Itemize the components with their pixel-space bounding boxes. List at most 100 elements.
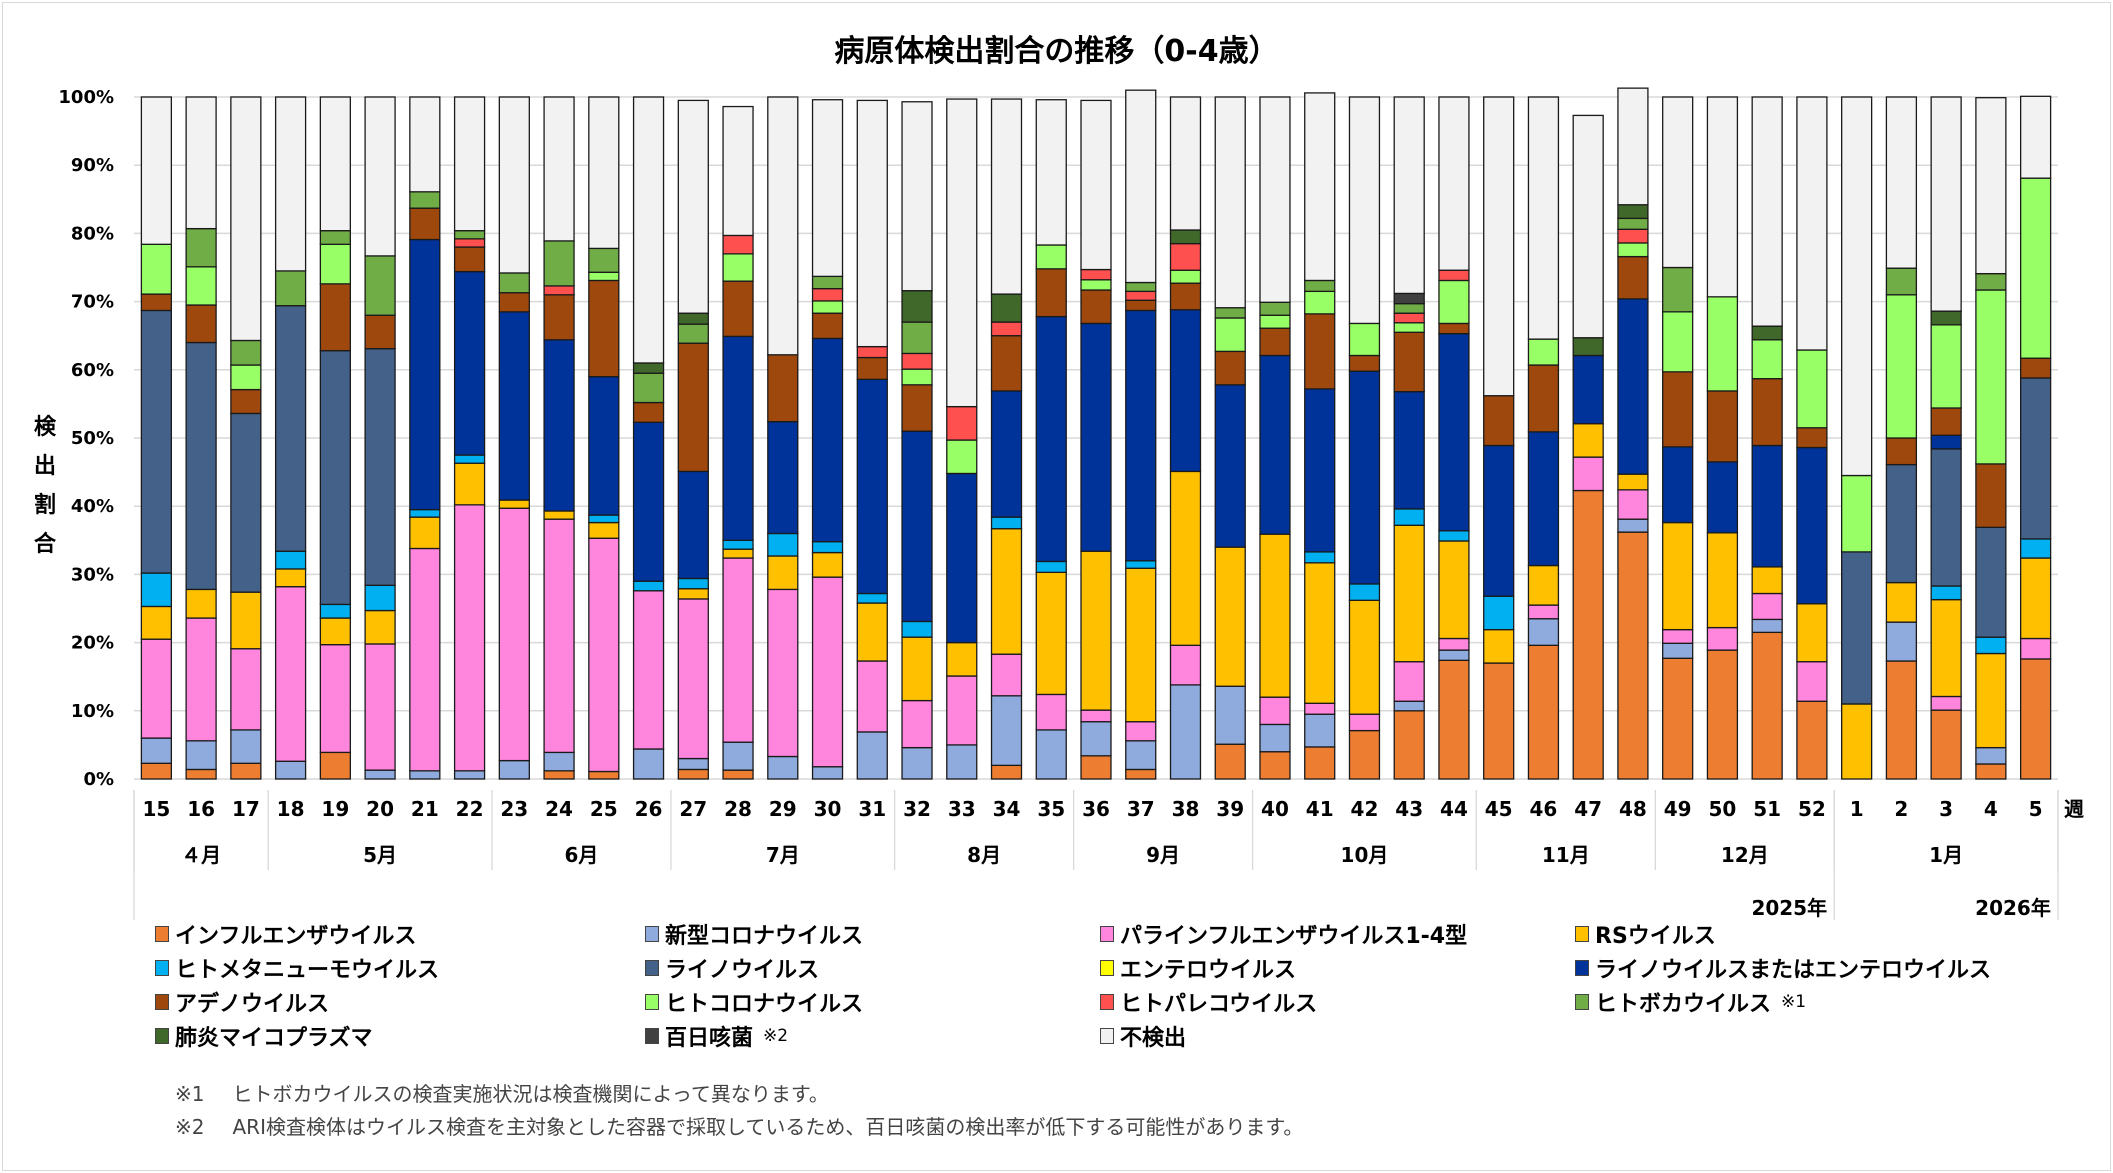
- bar-segment: [588, 375, 620, 516]
- bar-segment: [722, 335, 754, 541]
- legend-label: ヒトメタニューモウイルス: [175, 958, 440, 983]
- bar-segment: [1259, 723, 1291, 753]
- bar-segment: [1214, 685, 1246, 745]
- bar-segment: [632, 401, 665, 423]
- bar-segment: [946, 405, 978, 441]
- x-tick-label: 22: [456, 797, 484, 821]
- bar-segment: [1393, 661, 1425, 702]
- bar-segment: [1438, 540, 1470, 640]
- year-label: 2026年: [1975, 896, 2051, 920]
- bar-segment: [409, 207, 441, 241]
- bar-segment: [140, 605, 173, 640]
- bar-segment: [1796, 603, 1828, 663]
- legend-item: ヒトコロナウイルス: [645, 986, 863, 1018]
- x-tick-label: 19: [321, 797, 349, 821]
- x-tick-label: 15: [142, 797, 170, 821]
- y-tick-label: 50%: [71, 428, 114, 449]
- bar-segment: [140, 96, 173, 245]
- bar-segment: [1393, 700, 1425, 712]
- bar-segment: [1930, 310, 1962, 326]
- bar-segment: [677, 768, 709, 780]
- x-tick-label: 37: [1127, 797, 1155, 821]
- bar-segment: [2019, 177, 2052, 359]
- bar-segment: [1930, 598, 1962, 698]
- bar-segment: [230, 729, 262, 764]
- legend-item: ヒトパレコウイルス: [1100, 986, 1317, 1018]
- x-tick-label: 28: [724, 797, 752, 821]
- bar-segment: [1035, 693, 1067, 731]
- bar-segment: [1706, 296, 1739, 392]
- bar-segment: [632, 590, 665, 750]
- bar-segment: [1080, 99, 1112, 271]
- bar-segment: [946, 472, 978, 644]
- legend-footnote-mark: ※2: [763, 1026, 789, 1046]
- bar-segment: [409, 191, 441, 209]
- bar-segment: [364, 348, 396, 586]
- bar-segment: [990, 528, 1023, 655]
- bar-segment: [543, 240, 575, 287]
- bar-segment: [1169, 309, 1202, 473]
- bar-segment: [1169, 229, 1202, 245]
- bar-segment: [1930, 407, 1962, 436]
- bar-segment: [946, 98, 978, 408]
- bar-segment: [1483, 628, 1515, 664]
- bar-segment: [498, 311, 530, 501]
- legend-label: 新型コロナウイルス: [665, 924, 864, 949]
- bar-segment: [409, 96, 441, 193]
- bar-segment: [1796, 349, 1828, 429]
- bar-segment: [364, 314, 396, 350]
- bar-segment: [632, 372, 665, 404]
- bar-segment: [1975, 763, 2007, 780]
- bar-segment: [1125, 768, 1157, 780]
- bar-segment: [811, 312, 844, 340]
- bar-segment: [1304, 551, 1336, 564]
- bar-segment: [185, 96, 217, 230]
- bar-segment: [1304, 388, 1336, 553]
- bar-segment: [1751, 592, 1783, 621]
- x-tick-label: 32: [903, 797, 931, 821]
- bar-segment: [632, 362, 665, 374]
- bar-segment: [1125, 560, 1157, 569]
- bar-segment: [1975, 746, 2007, 765]
- legend-item: ヒトメタニューモウイルス: [155, 952, 439, 984]
- y-tick-label: 0%: [83, 769, 114, 790]
- month-label: 12月: [1721, 843, 1769, 867]
- bar-segment: [1393, 508, 1425, 526]
- bar-segment: [319, 617, 351, 646]
- bar-segment: [1125, 721, 1157, 742]
- bar-segment: [1751, 566, 1783, 595]
- bar-segment: [1662, 311, 1694, 373]
- bar-segment: [767, 354, 799, 423]
- bar-segment: [140, 293, 173, 312]
- bar-segment: [1080, 755, 1112, 780]
- bar-segment: [409, 508, 441, 518]
- bar-segment: [2019, 658, 2052, 780]
- bar-segment: [1214, 743, 1246, 780]
- bar-segment: [453, 454, 486, 464]
- bar-segment: [543, 751, 575, 772]
- bar-segment: [185, 768, 217, 780]
- y-tick-label: 70%: [71, 292, 114, 313]
- bar-segment: [811, 287, 844, 302]
- bar-segment: [364, 255, 396, 316]
- x-tick-label: 44: [1440, 797, 1468, 821]
- x-tick-label: 21: [411, 797, 439, 821]
- x-tick-label: 18: [277, 797, 305, 821]
- y-tick-label: 10%: [71, 701, 114, 722]
- bar-segment: [1080, 550, 1112, 711]
- bar-segment: [946, 439, 978, 475]
- bar-segment: [409, 770, 441, 780]
- bar-segment: [319, 243, 351, 285]
- bar-segment: [722, 253, 754, 282]
- bar-segment: [1930, 695, 1962, 711]
- bar-segment: [632, 96, 665, 364]
- bar-segment: [677, 470, 709, 580]
- bar-segment: [1617, 489, 1649, 520]
- bar-segment: [1751, 618, 1783, 634]
- bar-segment: [1885, 437, 1918, 466]
- x-tick-label: 27: [679, 797, 707, 821]
- bar-segment: [1035, 268, 1067, 318]
- x-tick-label: 29: [769, 797, 797, 821]
- bar-segment: [1214, 317, 1246, 353]
- x-tick-label: 42: [1351, 797, 1379, 821]
